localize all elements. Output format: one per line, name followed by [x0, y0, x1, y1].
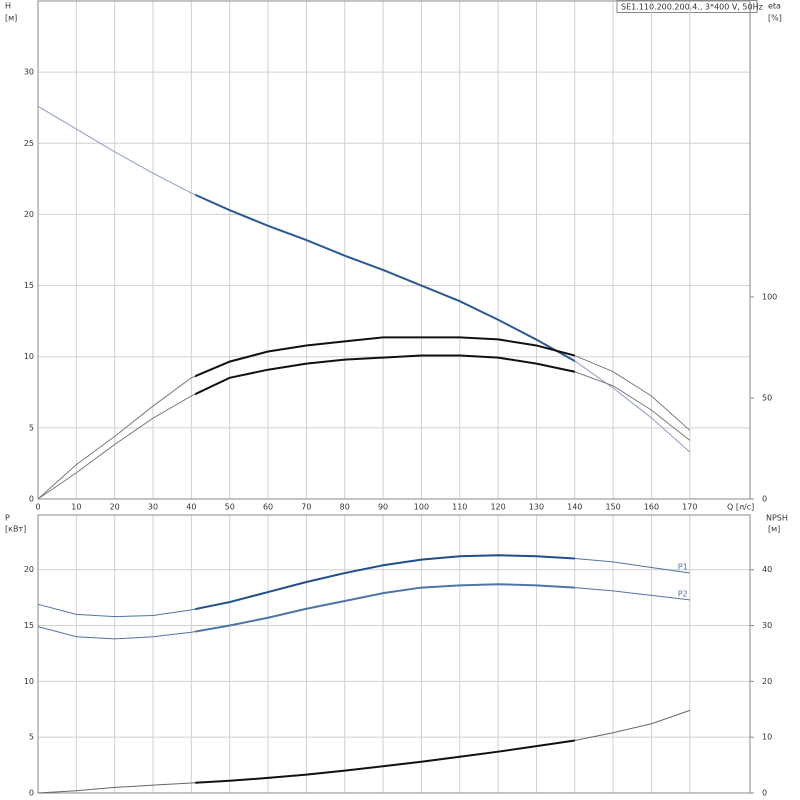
curve	[37, 709, 690, 794]
x-tick-label: 90	[378, 503, 388, 512]
y-tick-label: 25	[24, 139, 34, 148]
curve	[37, 105, 691, 453]
y-tick-label: 5	[29, 423, 34, 432]
curve-highlight	[195, 554, 575, 611]
y-tick-label: 5	[29, 733, 34, 742]
x-tick-label: 150	[605, 503, 620, 512]
y2-axis-label: eta	[768, 2, 781, 11]
y-tick-label: 15	[24, 621, 34, 630]
plot-frame	[37, 514, 751, 794]
x-tick-label: 120	[490, 503, 505, 512]
curve-highlight	[195, 739, 575, 784]
x-tick-label: 70	[301, 503, 311, 512]
y-axis-label: P	[5, 514, 10, 523]
y-tick-label: 0	[29, 495, 34, 504]
curve-highlight	[195, 354, 575, 396]
y-axis-unit: [м]	[5, 14, 17, 23]
curve	[37, 583, 690, 640]
x-tick-label: 140	[567, 503, 582, 512]
y2-axis-unit: [%]	[768, 14, 782, 23]
x-tick-label: 40	[186, 503, 196, 512]
curve-highlight	[195, 336, 575, 378]
y-tick-label: 30	[24, 68, 34, 77]
y-tick-label: 10	[24, 352, 34, 361]
y2-tick-label: 0	[762, 495, 767, 504]
curve	[37, 554, 690, 618]
y-axis-unit: [кВт]	[5, 525, 26, 534]
series-label: P2	[678, 589, 688, 598]
x-tick-label: 160	[644, 503, 659, 512]
y-tick-label: 20	[24, 565, 34, 574]
y2-tick-label: 100	[762, 292, 777, 301]
y-axis-label: H	[5, 2, 11, 11]
curve-highlight	[195, 583, 575, 633]
x-tick-label: 50	[225, 503, 235, 512]
curve	[37, 336, 691, 500]
y2-tick-label: 0	[762, 789, 767, 798]
x-tick-label: 130	[529, 503, 544, 512]
y2-tick-label: 50	[762, 393, 772, 402]
x-tick-label: 10	[71, 503, 81, 512]
x-tick-label: 110	[452, 503, 467, 512]
x-tick-label: 60	[263, 503, 273, 512]
x-tick-label: 170	[682, 503, 697, 512]
y2-axis-unit: [м]	[768, 525, 780, 534]
curve	[37, 355, 691, 500]
y-tick-label: 20	[24, 210, 34, 219]
x-axis-label: Q [л/с]	[727, 503, 754, 512]
y2-tick-label: 10	[762, 733, 772, 742]
y2-tick-label: 40	[762, 565, 772, 574]
x-tick-label: 0	[35, 503, 40, 512]
x-tick-label: 100	[414, 503, 429, 512]
x-tick-label: 80	[340, 503, 350, 512]
y2-axis-label: NPSH	[766, 514, 788, 523]
y2-tick-label: 20	[762, 677, 772, 686]
y-tick-label: 10	[24, 677, 34, 686]
x-tick-label: 30	[148, 503, 158, 512]
chart-title: SE1.110.200.200.4., 3*400 V, 50Hz	[621, 3, 763, 12]
x-tick-label: 20	[110, 503, 120, 512]
plot-frame	[37, 0, 751, 500]
y2-tick-label: 30	[762, 621, 772, 630]
curve-highlight	[195, 193, 575, 363]
y-tick-label: 0	[29, 789, 34, 798]
y-tick-label: 15	[24, 281, 34, 290]
series-label: P1	[678, 563, 688, 572]
